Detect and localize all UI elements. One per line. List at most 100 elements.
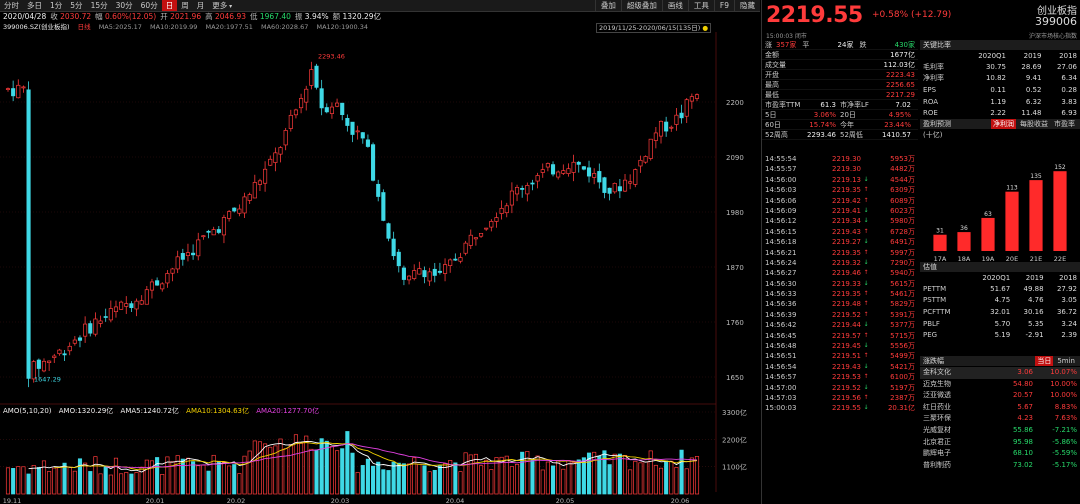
- candle-body: [386, 223, 391, 239]
- volume-bar: [643, 461, 648, 495]
- cell-value: 4.75: [994, 296, 1011, 305]
- volume-bar: [694, 456, 700, 495]
- toolbar-tool-button[interactable]: 隐藏: [734, 0, 760, 11]
- mover-row[interactable]: 光威复材 55.86 -7.21%: [920, 425, 1080, 437]
- section-tab[interactable]: 净利润: [991, 118, 1016, 129]
- quote-key: 60日: [765, 121, 781, 129]
- tick-arrow: [861, 154, 871, 164]
- tick-row: 14:56:36 2219.48 ↑ 5829万: [762, 299, 918, 309]
- price-axis-label: 1760: [726, 319, 744, 327]
- quote-seg: 市净率LF 7.02: [840, 100, 915, 109]
- mover-row[interactable]: 迈克生物 54.80 10.00%: [920, 379, 1080, 391]
- period-tab[interactable]: 5分: [70, 1, 83, 10]
- toolbar-tool-button[interactable]: 叠加: [594, 0, 621, 11]
- date-range-selector[interactable]: 2019/11/25-2020/06/15(135日) ●: [596, 23, 712, 33]
- candle-body: [566, 168, 571, 174]
- column-header: 2018: [1059, 51, 1077, 60]
- period-tab[interactable]: 30分: [115, 1, 133, 10]
- quote-value: 23.44%: [884, 121, 911, 129]
- mover-row[interactable]: 红日药业 5.67 8.83%: [920, 402, 1080, 414]
- mover-row[interactable]: 鹏辉电子 68.10 -5.59%: [920, 448, 1080, 460]
- mover-name: 北京君正: [923, 437, 951, 446]
- tick-row: 15:00:03 2219.55 ↓ 20.31亿: [762, 403, 918, 413]
- volume-bar: [11, 468, 16, 495]
- period-tab[interactable]: 1分: [50, 1, 63, 10]
- candle-body: [314, 65, 319, 88]
- volume-bar: [47, 471, 52, 495]
- valuation-row: PSTTM 4.75 4.76 3.05: [920, 295, 1080, 307]
- info-date: 2020/04/28: [3, 12, 47, 21]
- row-label: 净利率: [923, 74, 944, 83]
- period-tab[interactable]: 分时: [4, 1, 19, 10]
- tick-arrow: ↑: [863, 331, 869, 339]
- volume-bar: [21, 466, 26, 495]
- period-tab[interactable]: 日: [161, 0, 178, 11]
- section-tab[interactable]: 5min: [1057, 357, 1075, 365]
- period-tab[interactable]: 周: [181, 1, 189, 10]
- volume-bar: [67, 466, 72, 495]
- toolbar-tool-button[interactable]: 画线: [661, 0, 688, 11]
- tick-list[interactable]: 14:55:54 2219.30 5953万 14:55:57 2219.30 4482万…: [762, 154, 918, 414]
- toolbar-tool-button[interactable]: F9: [713, 0, 734, 11]
- price-axis-label: 1980: [726, 209, 744, 217]
- quote-value: 112.03亿: [883, 61, 916, 69]
- tick-time: 14:56:09: [765, 206, 797, 215]
- volume-bar: [16, 466, 21, 495]
- mover-row[interactable]: 金科文化 3.06 10.07%: [920, 367, 1080, 379]
- candle-body: [221, 217, 227, 236]
- quote-seg: 20日 4.95%: [840, 110, 915, 119]
- volume-bar: [216, 460, 221, 495]
- mover-row[interactable]: 普利制药 73.02 -5.17%: [920, 460, 1080, 472]
- ma60-value: MA60:2028.67: [261, 23, 309, 31]
- volume-bar: [437, 465, 442, 495]
- cell-value: 32.01: [990, 307, 1011, 316]
- candle-body: [329, 106, 334, 114]
- volume-bar: [170, 461, 175, 495]
- volume-bar: [191, 461, 196, 495]
- toolbar-tool-button[interactable]: 超级叠加: [620, 0, 662, 11]
- valuation-row: PEG 5.19 -2.91 2.39: [920, 329, 1080, 341]
- mover-row[interactable]: 北京君正 95.98 -5.86%: [920, 437, 1080, 449]
- candle-body: [391, 238, 396, 257]
- tick-arrow: ↑: [863, 227, 869, 235]
- volume-bar: [293, 434, 298, 495]
- toolbar-tool-button[interactable]: 工具: [687, 0, 714, 11]
- tick-row: 14:56:09 2219.41 ↓ 6023万: [762, 206, 918, 216]
- section-tab[interactable]: 每股收益: [1020, 119, 1048, 128]
- candle-body: [417, 268, 422, 275]
- period-tab[interactable]: 月: [196, 1, 205, 10]
- volume-bar: [530, 459, 535, 495]
- volume-bar: [689, 457, 694, 495]
- tick-price: 2219.53: [832, 373, 861, 382]
- period-tab[interactable]: 15分: [90, 1, 108, 10]
- tick-price: 2219.44: [832, 321, 861, 330]
- volume-bar: [504, 455, 509, 495]
- volume-axis-label: 1100亿: [722, 463, 747, 472]
- valuation-row: PETTM 51.67 49.88 27.92: [920, 283, 1080, 295]
- candle-body: [309, 69, 314, 86]
- period-tab[interactable]: 更多: [208, 0, 236, 12]
- candle-body: [448, 259, 453, 266]
- volume-bar: [345, 431, 350, 495]
- mover-row[interactable]: 泛亚微透 20.57 10.00%: [920, 390, 1080, 402]
- tick-row: 14:56:39 2219.52 ↑ 5391万: [762, 310, 918, 320]
- quote-key: 市净率LF: [840, 101, 869, 109]
- tick-volume: 2387万: [890, 393, 915, 402]
- volume-bar: [93, 456, 98, 495]
- table-corner: [920, 272, 969, 283]
- volume-bar: [360, 465, 365, 495]
- volume-bar: [592, 451, 597, 495]
- market-time: 15:00:03 闭市: [766, 33, 807, 40]
- tick-arrow: ↑: [863, 186, 869, 194]
- volume-bar: [211, 454, 216, 495]
- period-tab[interactable]: 60分: [140, 1, 158, 10]
- candle-body: [206, 230, 211, 233]
- section-tab[interactable]: 当日: [1035, 356, 1054, 366]
- section-tab[interactable]: 市盈率: [1054, 119, 1075, 128]
- mover-row[interactable]: 三聚环保 4.23 7.63%: [920, 413, 1080, 425]
- mover-price: 73.02: [1012, 460, 1033, 469]
- period-tab[interactable]: 多日: [27, 1, 42, 10]
- volume-bar: [31, 465, 36, 495]
- movers-title: 涨跌幅 当日 5min: [920, 356, 1080, 366]
- kline-chart[interactable]: 2200 2090 1980 1870 1760 1650 3300亿 2200亿 1100亿 2…: [0, 32, 760, 504]
